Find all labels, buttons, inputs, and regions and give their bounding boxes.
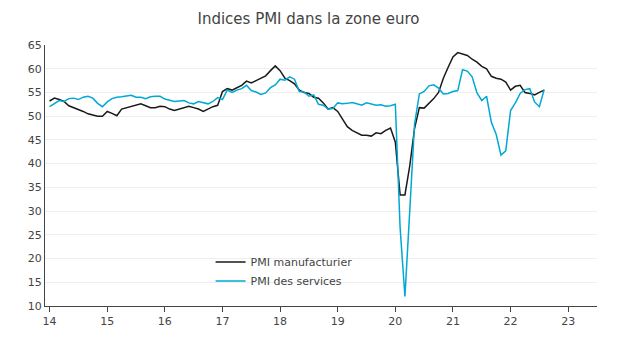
svg-text:30: 30	[28, 205, 42, 218]
svg-text:20: 20	[388, 315, 402, 328]
svg-text:15: 15	[100, 315, 114, 328]
svg-text:60: 60	[28, 63, 42, 76]
svg-text:23: 23	[561, 315, 575, 328]
svg-text:25: 25	[28, 229, 42, 242]
svg-text:45: 45	[28, 134, 42, 147]
svg-text:10: 10	[28, 300, 42, 313]
svg-text:55: 55	[28, 86, 42, 99]
svg-text:16: 16	[158, 315, 172, 328]
svg-text:PMI des services: PMI des services	[251, 275, 342, 288]
svg-text:21: 21	[446, 315, 460, 328]
svg-text:20: 20	[28, 252, 42, 265]
svg-text:Indices PMI dans la zone euro: Indices PMI dans la zone euro	[197, 10, 419, 28]
svg-text:50: 50	[28, 110, 42, 123]
svg-text:15: 15	[28, 276, 42, 289]
svg-text:17: 17	[215, 315, 229, 328]
svg-text:35: 35	[28, 181, 42, 194]
svg-text:PMI manufacturier: PMI manufacturier	[251, 256, 353, 269]
svg-text:22: 22	[504, 315, 518, 328]
svg-text:18: 18	[273, 315, 287, 328]
svg-text:65: 65	[28, 39, 42, 52]
svg-text:14: 14	[43, 315, 57, 328]
svg-text:19: 19	[331, 315, 345, 328]
svg-text:40: 40	[28, 157, 42, 170]
